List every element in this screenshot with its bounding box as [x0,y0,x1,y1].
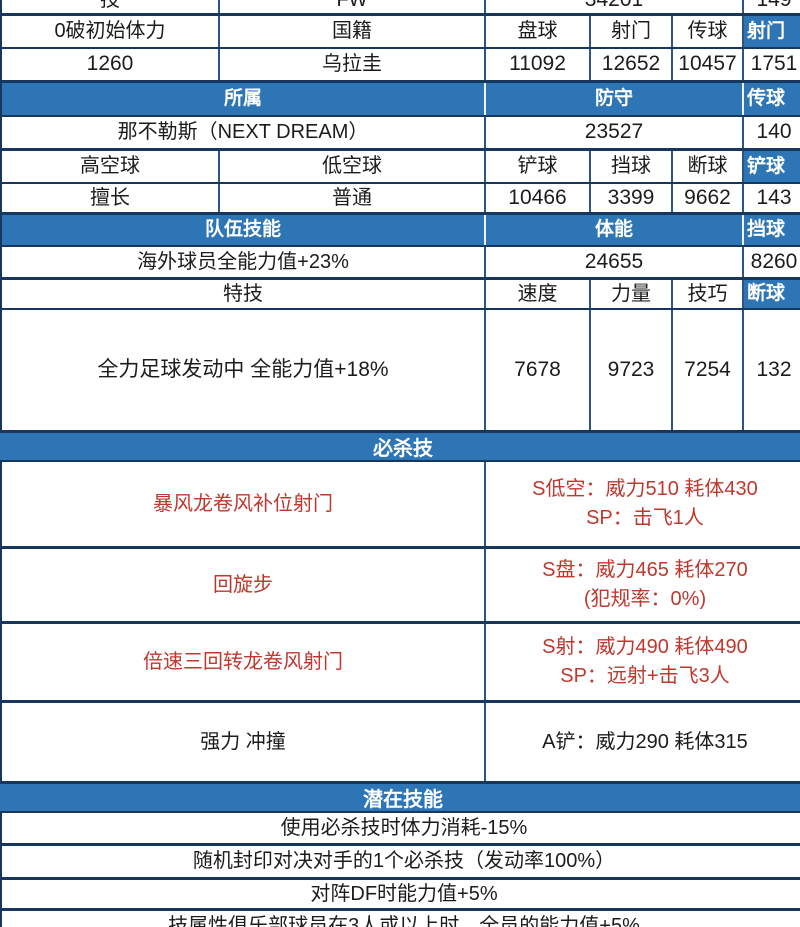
total-ability-value: 34201 [486,0,742,13]
label-nationality: 国籍 [332,20,372,42]
skill-row: 倍速三回转龙卷风射门 S射：威力490 耗体490 SP：远射+击飞3人 [0,624,800,703]
header-defense: 防守 [486,83,742,115]
header-row-teamskill-stamina: 队伍技能 体能 挡球 [0,215,800,247]
potential-skill-text: 技属性俱乐部球员在3人或以上时，全员的能力值+5% [168,915,640,927]
value-defense: 23527 [584,120,644,144]
label-special-skill: 特技 [223,282,263,305]
skill-effect-line1: S射：威力490 耗体490 [542,636,748,658]
value-intercept: 9662 [684,185,731,209]
value-block: 3399 [607,185,655,209]
value-technique: 7254 [684,357,731,381]
label-high-ball: 高空球 [80,155,140,177]
skill-effect-line2: (犯规率：0%) [583,588,707,610]
value-tackle: 10466 [508,185,567,209]
stat-values-row-2: 擅长 普通 10466 3399 9662 143 [0,184,800,215]
label-block: 挡球 [611,155,651,177]
side-value: 149 [744,0,800,13]
teamskill-values-row: 海外球员全能力值+23% 24655 8260 [0,247,800,280]
value-dribble: 11092 [509,52,566,76]
skill-effect-line1: S低空：威力510 耗体430 [532,478,758,500]
club-defense-values-row: 那不勒斯（NEXT DREAM） 23527 140 [0,117,800,151]
skill-row: 强力 冲撞 A铲：威力290 耗体315 [0,703,800,784]
label-shoot: 射门 [611,20,651,42]
side-value-tackle: 143 [756,185,792,209]
side-value-pass: 140 [756,120,792,144]
side-header-tackle: 铲球 [744,151,800,182]
side-header-block: 挡球 [744,215,800,245]
header-team-skill: 队伍技能 [2,215,484,245]
side-value-block: 8260 [750,249,798,273]
label-initial-stamina: 0破初始体力 [54,20,166,42]
label-pass: 传球 [687,20,728,42]
side-value-shoot: 1751 [750,52,798,76]
header-club: 所属 [2,83,484,115]
value-stamina: 24655 [584,249,644,273]
skill-name: 回旋步 [213,573,273,596]
stat-labels-row-1: 0破初始体力 国籍 盘球 射门 传球 射门 [0,16,800,49]
label-speed: 速度 [517,282,558,305]
label-low-ball: 低空球 [322,155,382,177]
value-club: 那不勒斯（NEXT DREAM） [117,121,369,143]
value-speed: 7678 [514,357,561,381]
skill-effect-line1: A铲：威力290 耗体315 [542,730,748,753]
skill-effect: S射：威力490 耗体490 SP：远射+击飞3人 [486,624,800,700]
skill-effect-line1: S盘：威力465 耗体270 [542,559,748,581]
skill-effect: A铲：威力290 耗体315 [486,703,800,781]
header-stamina: 体能 [486,215,742,245]
skill-name: 倍速三回转龙卷风射门 [143,650,343,673]
label-power: 力量 [611,282,651,305]
value-low-ball: 普通 [332,186,372,209]
potential-skill-text: 随机封印对决对手的1个必杀技（发动率100%） [192,850,616,872]
section-header-hissatsu: 必杀技 [0,433,800,462]
label-tackle: 铲球 [517,155,558,177]
stat-values-row-1: 1260 乌拉圭 11092 12652 10457 1751 [0,49,800,83]
side-header-intercept: 断球 [744,280,800,308]
value-team-skill: 海外球员全能力值+23% [137,250,349,273]
label-technique: 技巧 [687,282,728,305]
top-row-attribute: 技 FW 34201 149 [0,0,800,16]
potential-skill-row: 使用必杀技时体力消耗-15% [0,813,800,846]
skill-effect-line2: SP：远射+击飞3人 [560,665,730,687]
label-dribble: 盘球 [517,20,558,42]
skill-effect-line2: SP：击飞1人 [586,507,704,529]
side-value-intercept: 132 [756,357,792,381]
stat-labels-row-3: 特技 速度 力量 技巧 断球 [0,280,800,310]
skill-effect: S低空：威力510 耗体430 SP：击飞1人 [486,462,800,546]
stat-values-row-3: 全力足球发动中 全能力值+18% 7678 9723 7254 132 [0,310,800,433]
skill-row: 回旋步 S盘：威力465 耗体270 (犯规率：0%) [0,549,800,624]
skill-name: 强力 冲撞 [200,730,286,753]
side-header-pass: 传球 [744,83,800,115]
header-row-club-defense: 所属 防守 传球 [0,83,800,117]
skill-effect: S盘：威力465 耗体270 (犯规率：0%) [486,549,800,621]
value-high-ball: 擅长 [90,186,130,209]
side-header-shoot: 射门 [744,16,800,47]
value-power: 9723 [607,357,655,381]
section-header-potential: 潜在技能 [0,784,800,813]
label-intercept: 断球 [687,155,728,177]
potential-skill-row-cropped: 技属性俱乐部球员在3人或以上时，全员的能力值+5% [0,911,800,927]
potential-skill-row: 对阵DF时能力值+5% [0,880,800,911]
stat-labels-row-2: 高空球 低空球 铲球 挡球 断球 铲球 [0,151,800,184]
potential-skill-text: 对阵DF时能力值+5% [310,882,498,905]
value-special-skill: 全力足球发动中 全能力值+18% [97,357,389,381]
potential-skill-text: 使用必杀技时体力消耗-15% [280,816,528,839]
skill-row: 暴风龙卷风补位射门 S低空：威力510 耗体430 SP：击飞1人 [0,462,800,549]
skill-name: 暴风龙卷风补位射门 [153,492,333,515]
position-value: FW [220,0,484,13]
value-nationality: 乌拉圭 [322,53,382,75]
value-pass: 10457 [678,52,737,76]
attribute-value: 技 [2,0,218,13]
value-initial-stamina: 1260 [86,52,134,76]
value-shoot: 12652 [601,52,661,76]
potential-skill-row: 随机封印对决对手的1个必杀技（发动率100%） [0,846,800,880]
